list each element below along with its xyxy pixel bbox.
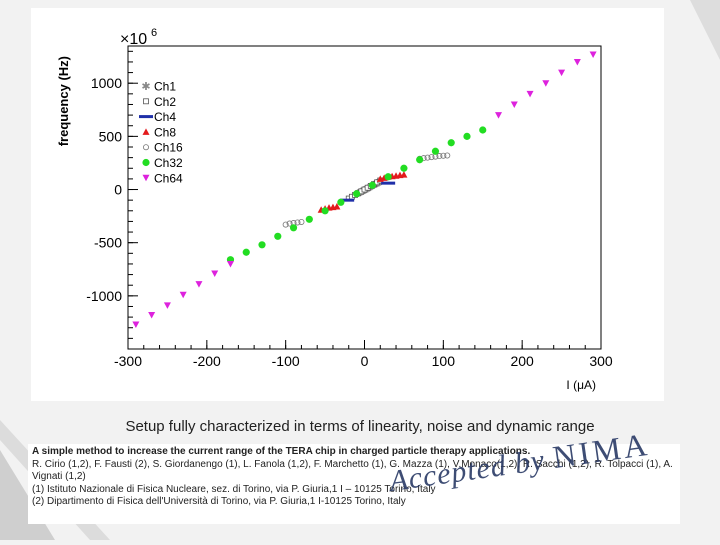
data-point (542, 80, 550, 87)
y-tick-label: 500 (99, 128, 123, 144)
data-point (132, 321, 140, 329)
x-tick-label: -200 (193, 353, 221, 369)
data-point (400, 171, 408, 178)
legend-entry-ch32: Ch32 (142, 156, 183, 170)
data-point (142, 128, 150, 135)
data-point (139, 115, 153, 119)
plot-panel: -300 -200 -100 0 100 200 300 -1000 -500 0 500 1000 I… (31, 8, 664, 401)
data-point (305, 215, 313, 223)
slide-caption: Setup fully characterized in terms of li… (125, 418, 595, 435)
y-tick-label: 0 (114, 182, 122, 198)
data-point (143, 98, 149, 105)
legend-entry-ch64: Ch64 (142, 171, 183, 185)
data-point (381, 181, 396, 185)
y-tick-label: -500 (94, 235, 122, 251)
series-ch64 (132, 51, 597, 329)
data-point (431, 147, 440, 155)
x-tick-label: 300 (589, 353, 613, 369)
y-axis-label: frequency (Hz) (56, 56, 71, 146)
data-point (416, 156, 424, 164)
data-point (510, 101, 518, 108)
series-ch32 (226, 126, 487, 264)
y-multiplier-exponent: 6 (151, 27, 157, 39)
data-point (436, 153, 443, 160)
reference-box: A simple method to increase the current … (28, 444, 680, 524)
data-point (340, 198, 355, 202)
data-point (163, 302, 171, 309)
legend-label: Ch4 (154, 110, 176, 124)
data-point (337, 198, 345, 206)
legend-label: Ch1 (154, 80, 176, 94)
data-point (294, 219, 301, 226)
legend-entry-ch1: ✱ Ch1 (141, 80, 176, 94)
data-point (368, 181, 376, 189)
data-point (440, 152, 447, 159)
data-point (573, 58, 581, 66)
data-point (353, 190, 361, 198)
data-point (148, 311, 156, 319)
legend-entry-ch2: Ch2 (143, 95, 176, 109)
data-point (384, 173, 392, 181)
data-point: ✱ (141, 80, 150, 93)
data-point (142, 158, 150, 167)
data-point (143, 144, 150, 151)
y-tick-label: 1000 (91, 75, 122, 91)
series-ch4 (340, 181, 396, 202)
data-point (242, 248, 250, 256)
affiliation-2: (2) Dipartimento di Fisica dell'Universi… (32, 496, 406, 507)
y-multiplier: ×10 (120, 31, 147, 48)
x-tick-label: 200 (510, 353, 534, 369)
data-point (400, 164, 408, 172)
data-point (195, 281, 203, 288)
affiliation-1: (1) Istituto Nazionale di Fisica Nuclear… (32, 483, 436, 495)
data-point (479, 126, 487, 134)
x-axis-label: I (μA) (566, 378, 596, 392)
legend-label: Ch8 (154, 125, 176, 139)
authors-line-1: R. Cirio (1,2), F. Fausti (2), S. Giorda… (32, 458, 673, 470)
data-point (286, 220, 293, 227)
legend-entry-ch16: Ch16 (143, 141, 183, 155)
data-point (142, 174, 150, 182)
data-point (463, 132, 471, 140)
data-point (289, 224, 298, 232)
data-point (298, 218, 305, 225)
series-layer: ✱✱✱✱✱✱✱✱✱✱✱✱✱✱✱ (132, 51, 597, 329)
data-point (282, 221, 289, 228)
x-tick-label: 0 (361, 353, 369, 369)
data-point (444, 152, 451, 159)
data-point (424, 154, 431, 161)
data-point (589, 51, 597, 59)
paper-title: A simple method to increase the current … (32, 446, 531, 457)
x-tick-label: 100 (432, 353, 456, 369)
data-point (211, 270, 219, 278)
legend-label: Ch2 (154, 95, 176, 109)
data-point (428, 154, 435, 161)
axes: -300 -200 -100 0 100 200 300-1000-50005001000I… (56, 27, 613, 392)
data-point (226, 260, 234, 268)
data-point (333, 203, 341, 210)
y-tick-label: -1000 (86, 288, 122, 304)
legend-label: Ch16 (154, 141, 183, 155)
legend-entry-ch4: Ch4 (139, 110, 176, 124)
data-point (274, 232, 282, 240)
authors-line-2: Vignati (1,2) (32, 471, 86, 482)
legend-label: Ch32 (154, 156, 183, 170)
data-point (558, 69, 566, 77)
x-tick-label: -300 (114, 353, 142, 369)
scatter-chart: -300 -200 -100 0 100 200 300-1000-50005001000I… (56, 27, 613, 392)
data-point (447, 139, 455, 147)
data-point (258, 241, 266, 249)
legend-label: Ch64 (154, 171, 183, 185)
data-point (495, 112, 503, 119)
data-point (526, 90, 534, 98)
data-point (179, 291, 187, 299)
legend-entry-ch8: Ch8 (142, 125, 176, 139)
data-point (321, 207, 329, 215)
x-tick-label: -100 (272, 353, 300, 369)
